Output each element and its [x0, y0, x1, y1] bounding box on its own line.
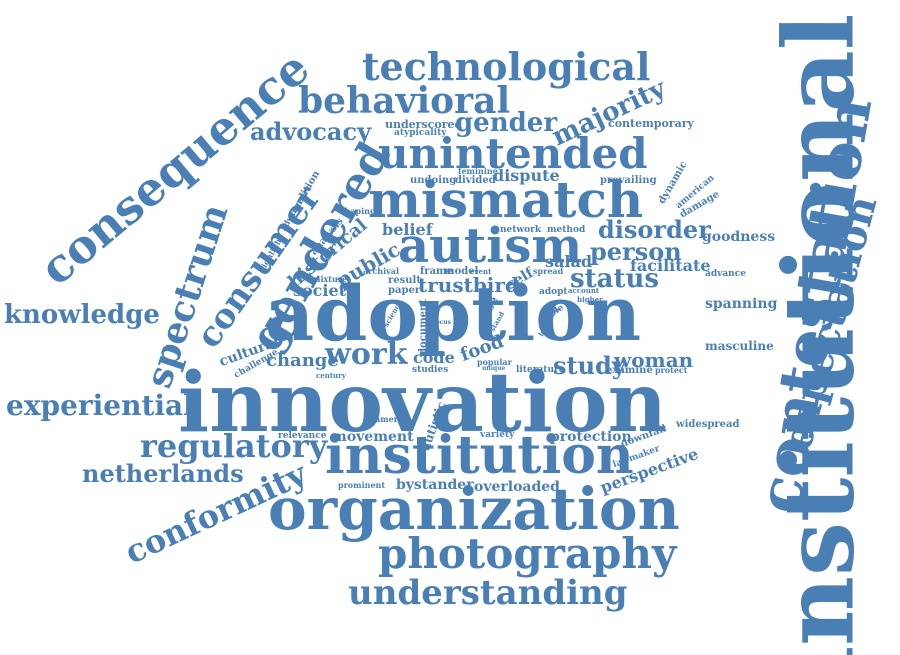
word-prevailing: prevailing [600, 176, 657, 186]
word-higher: higher [577, 296, 603, 303]
word-dispute: dispute [493, 168, 560, 184]
word-method: method [547, 226, 585, 235]
word-experiential: experiential [6, 392, 194, 420]
word-event: event [470, 268, 491, 275]
word-adopt: adopt [539, 288, 568, 297]
word-photography: photography [378, 533, 676, 575]
word-gender: gender [455, 110, 557, 136]
word-understanding: understanding [348, 576, 628, 610]
word-facilitate: facilitate [630, 258, 711, 274]
word-bystander: bystander [396, 478, 474, 492]
word-variety: variety [480, 431, 514, 440]
word-widespread: widespread [676, 420, 740, 430]
word-archival: archival [363, 267, 399, 275]
word-america: america [375, 415, 411, 423]
word-shaping: shaping [340, 207, 376, 215]
word-masculine: masculine [705, 340, 774, 352]
word-divided: divided [455, 176, 496, 186]
word-paper: paper [388, 286, 420, 296]
word-contemporary: contemporary [608, 118, 694, 129]
word-document: document [419, 299, 429, 355]
word-feminine: feminine [458, 167, 498, 175]
word-advocacy: advocacy [250, 120, 371, 144]
word-network: network [500, 226, 541, 235]
word-advance: advance [705, 270, 746, 279]
word-goodness: goodness [702, 230, 775, 244]
word-netherlands: netherlands [82, 462, 244, 486]
word-undoing: undoing [410, 176, 456, 186]
word-belief: belief [382, 222, 433, 238]
word-examine: examine [606, 366, 653, 376]
word-protect: protect [655, 366, 688, 374]
word-focus: focus [433, 320, 451, 326]
word-mixture: mixture [312, 275, 347, 283]
word-knowledge: knowledge [4, 302, 160, 328]
word-unique: unique [482, 366, 505, 372]
word-spread: spread [533, 267, 563, 275]
word-studies: studies [412, 366, 448, 375]
word-overloaded: overloaded [474, 480, 560, 494]
word-relevance: relevance [278, 432, 326, 441]
word-atypicality: atypicality [394, 129, 446, 138]
word-spanning: spanning [705, 297, 777, 311]
word-society: society [293, 283, 355, 299]
word-account: account [568, 287, 599, 294]
word-literature: literature [516, 366, 564, 375]
word-century: century [316, 372, 346, 379]
word-movement: movement [332, 430, 414, 444]
word-prominent: prominent [338, 481, 385, 489]
